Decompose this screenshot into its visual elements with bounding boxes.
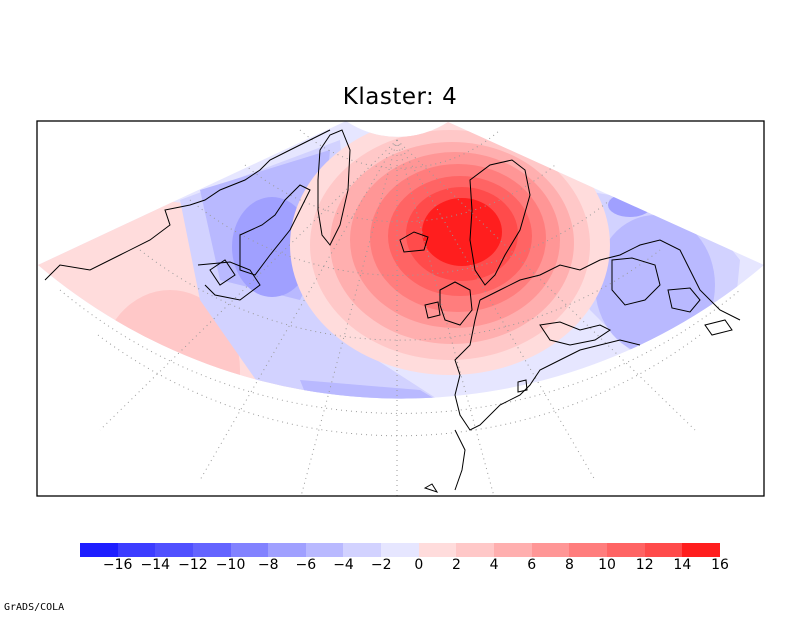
colorbar-tick-label: 2 bbox=[452, 557, 461, 573]
colorbar-swatch bbox=[117, 543, 156, 557]
colorbar-tick-label: 8 bbox=[564, 557, 574, 573]
positive-anomaly-center bbox=[290, 121, 610, 375]
colorbar-swatch bbox=[418, 543, 457, 557]
colorbar-swatch bbox=[230, 543, 269, 557]
colorbar-swatch bbox=[606, 543, 645, 557]
colorbar-tick-label: 12 bbox=[635, 557, 654, 573]
colorbar-swatch bbox=[80, 543, 118, 557]
colorbar-swatch bbox=[268, 543, 306, 557]
colorbar-tick-label: 0 bbox=[414, 557, 424, 573]
plot-title: Klaster: 4 bbox=[342, 84, 458, 110]
colorbar-swatch bbox=[305, 543, 344, 557]
colorbar-tick-label: −4 bbox=[333, 557, 354, 573]
colorbar-swatch bbox=[343, 543, 382, 557]
colorbar-tick-label: 14 bbox=[673, 557, 692, 573]
colorbar-swatch bbox=[531, 543, 570, 557]
colorbar-tick-label: −12 bbox=[178, 557, 208, 573]
credit-label: GrADS/COLA bbox=[4, 602, 65, 613]
colorbar-tick-label: 16 bbox=[711, 557, 729, 573]
colorbar-swatch bbox=[155, 543, 193, 557]
colorbar-swatch bbox=[456, 543, 495, 557]
colorbar-tick-label: −16 bbox=[102, 557, 133, 573]
colorbar-swatch bbox=[381, 543, 419, 557]
map-plot bbox=[36, 120, 765, 497]
colorbar-swatch bbox=[569, 543, 607, 557]
colorbar-ticks: −16 −14 −12 −10 −8 −6 −4 −2 0 2 4 6 8 10 12 14 16 bbox=[0, 557, 800, 577]
colorbar-swatch bbox=[494, 543, 532, 557]
colorbar-tick-label: −6 bbox=[295, 557, 317, 573]
plot-frame bbox=[36, 120, 765, 497]
colorbar-tick-label: −8 bbox=[257, 557, 279, 573]
colorbar-tick-label: −10 bbox=[215, 557, 246, 573]
colorbar-swatch bbox=[644, 543, 683, 557]
colorbar-swatch bbox=[682, 543, 720, 557]
colorbar bbox=[80, 543, 720, 557]
coastlines bbox=[44, 129, 741, 493]
anomaly-field bbox=[38, 121, 764, 496]
colorbar-tick-label: 6 bbox=[527, 557, 537, 573]
colorbar-tick-label: 4 bbox=[489, 557, 499, 573]
colorbar-tick-label: −2 bbox=[370, 557, 392, 573]
colorbar-tick-label: −14 bbox=[140, 557, 171, 573]
colorbar-tick-label: 10 bbox=[598, 557, 616, 573]
colorbar-swatch bbox=[192, 543, 231, 557]
graticule bbox=[59, 129, 741, 496]
